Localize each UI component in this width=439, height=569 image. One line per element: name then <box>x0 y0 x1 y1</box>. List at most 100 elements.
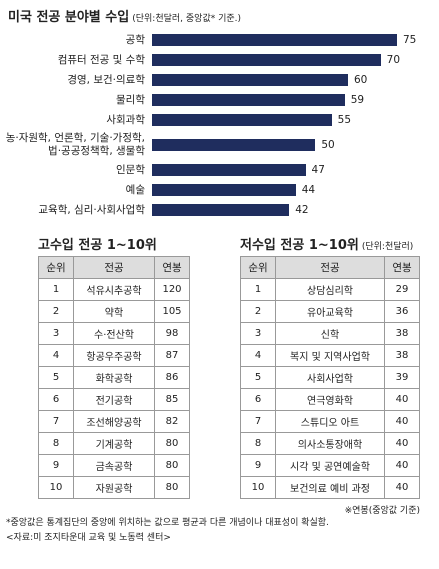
value-label: 75 <box>403 34 417 46</box>
table-cell: 80 <box>154 476 190 499</box>
table-row: 6 연극영화학 40 <box>240 388 420 411</box>
table-row: 7 스튜디오 아트 40 <box>240 410 420 433</box>
table-cell: 수·전산학 <box>73 322 155 345</box>
table-cell: 80 <box>154 454 190 477</box>
category-label: 농·자원학, 언론학, 기술·가정학, 법·공공정책학, 생물학 <box>5 132 145 157</box>
table-cell: 10 <box>38 476 74 499</box>
category-label: 예술 <box>125 183 145 196</box>
table-cell: 4 <box>38 344 74 367</box>
table-cell: 2 <box>38 300 74 323</box>
table-cell: 8 <box>38 432 74 455</box>
table-cell: 38 <box>384 322 420 345</box>
table-row: 5 사회사업학 39 <box>240 366 420 389</box>
table-cell: 40 <box>384 432 420 455</box>
table-row: 9 금속공학 80 <box>38 454 190 477</box>
table-cell: 36 <box>384 300 420 323</box>
table-cell: 3 <box>38 322 74 345</box>
bar-row: 예술 44 <box>0 180 439 200</box>
table-row: 3 신학 38 <box>240 322 420 345</box>
bar-row: 컴퓨터 전공 및 수학 70 <box>0 50 439 70</box>
table-cell: 복지 및 지역사업학 <box>275 344 385 367</box>
category-label: 컴퓨터 전공 및 수학 <box>57 53 145 66</box>
value-label: 44 <box>301 184 316 196</box>
header-cell: 순위 <box>240 256 276 279</box>
table-cell: 의사소통장애학 <box>275 432 385 455</box>
bar <box>152 184 296 196</box>
table-title: 저수입 전공 1~10위 (단위:천달러) <box>240 234 420 256</box>
table-cell: 6 <box>240 388 276 411</box>
bar <box>152 74 348 86</box>
table-cell: 105 <box>154 300 190 323</box>
header-cell: 연봉 <box>384 256 420 279</box>
table-cell: 신학 <box>275 322 385 345</box>
category-label: 물리학 <box>116 93 145 106</box>
bar-row: 교육학, 심리·사회사업학 42 <box>0 200 439 220</box>
table-cell: 7 <box>240 410 276 433</box>
bar-chart: 공학 75 컴퓨터 전공 및 수학 70 경영, 보건·의료학 60 물리학 59 사회과학 55… <box>0 30 439 220</box>
high-income-table: 고수입 전공 1~10위 순위 전공 연봉 1 석유시추공학 120 2 약학 105 3 수·전산학… <box>38 234 190 499</box>
table-cell: 기계공학 <box>73 432 155 455</box>
category-label: 경영, 보건·의료학 <box>67 73 145 86</box>
table-row: 7 조선해양공학 82 <box>38 410 190 433</box>
table-cell: 시각 및 공연예술학 <box>275 454 385 477</box>
table-cell: 5 <box>38 366 74 389</box>
table-cell: 82 <box>154 410 190 433</box>
table-cell: 5 <box>240 366 276 389</box>
table-row: 10 보건의료 예비 과정 40 <box>240 476 420 499</box>
table-row: 1 상담심리학 29 <box>240 278 420 301</box>
category-label: 교육학, 심리·사회사업학 <box>38 203 145 216</box>
footnotes: *중앙값은 통계집단의 중앙에 위치하는 값으로 평균과 다른 개념이나 대표성… <box>6 516 329 546</box>
table-cell: 2 <box>240 300 276 323</box>
title-text: 미국 전공 분야별 수입 <box>8 10 130 25</box>
header-cell: 전공 <box>275 256 385 279</box>
table-cell: 9 <box>38 454 74 477</box>
table-unit: (단위:천달러) <box>361 242 414 252</box>
bar <box>152 34 397 46</box>
table-cell: 87 <box>154 344 190 367</box>
table-cell: 석유시추공학 <box>73 278 155 301</box>
table-title-text: 고수입 전공 1~10위 <box>38 238 157 253</box>
table-cell: 29 <box>384 278 420 301</box>
table-cell: 6 <box>38 388 74 411</box>
table-row: 4 항공우주공학 87 <box>38 344 190 367</box>
table-cell: 조선해양공학 <box>73 410 155 433</box>
table-cell: 38 <box>384 344 420 367</box>
table-cell: 98 <box>154 322 190 345</box>
table-cell: 자원공학 <box>73 476 155 499</box>
header-cell: 순위 <box>38 256 74 279</box>
category-label: 사회과학 <box>106 113 145 126</box>
table-row: 10 자원공학 80 <box>38 476 190 499</box>
bar-row: 사회과학 55 <box>0 110 439 130</box>
footnote: <자료:미 조지타운대 교육 및 노동력 센터> <box>6 533 171 543</box>
table-cell: 40 <box>384 388 420 411</box>
table-cell: 화학공학 <box>73 366 155 389</box>
table-cell: 전기공학 <box>73 388 155 411</box>
value-label: 50 <box>321 139 335 151</box>
table-cell: 보건의료 예비 과정 <box>275 476 385 499</box>
table-cell: 7 <box>38 410 74 433</box>
table-cell: 약학 <box>73 300 155 323</box>
table-cell: 3 <box>240 322 276 345</box>
table-note: ※연봉(중앙값 기준) <box>344 506 420 516</box>
footnote: *중앙값은 통계집단의 중앙에 위치하는 값으로 평균과 다른 개념이나 대표성… <box>6 518 329 528</box>
table-title: 고수입 전공 1~10위 <box>38 234 190 256</box>
value-label: 60 <box>354 74 368 86</box>
value-label: 59 <box>350 94 365 106</box>
table-cell: 항공우주공학 <box>73 344 155 367</box>
bar-row: 경영, 보건·의료학 60 <box>0 70 439 90</box>
table-cell: 8 <box>240 432 276 455</box>
table-cell: 스튜디오 아트 <box>275 410 385 433</box>
table-cell: 40 <box>384 476 420 499</box>
bar <box>152 204 290 216</box>
table-row: 4 복지 및 지역사업학 38 <box>240 344 420 367</box>
value-label: 42 <box>295 204 309 216</box>
bar-row: 농·자원학, 언론학, 기술·가정학, 법·공공정책학, 생물학 50 <box>0 130 439 160</box>
table-cell: 86 <box>154 366 190 389</box>
table-row: 6 전기공학 85 <box>38 388 190 411</box>
table-cell: 40 <box>384 410 420 433</box>
header-row: 순위 전공 연봉 <box>240 256 420 279</box>
table-cell: 10 <box>240 476 276 499</box>
subtitle: (단위:천달러, 중앙값* 기준.) <box>132 14 242 24</box>
table-cell: 80 <box>154 432 190 455</box>
